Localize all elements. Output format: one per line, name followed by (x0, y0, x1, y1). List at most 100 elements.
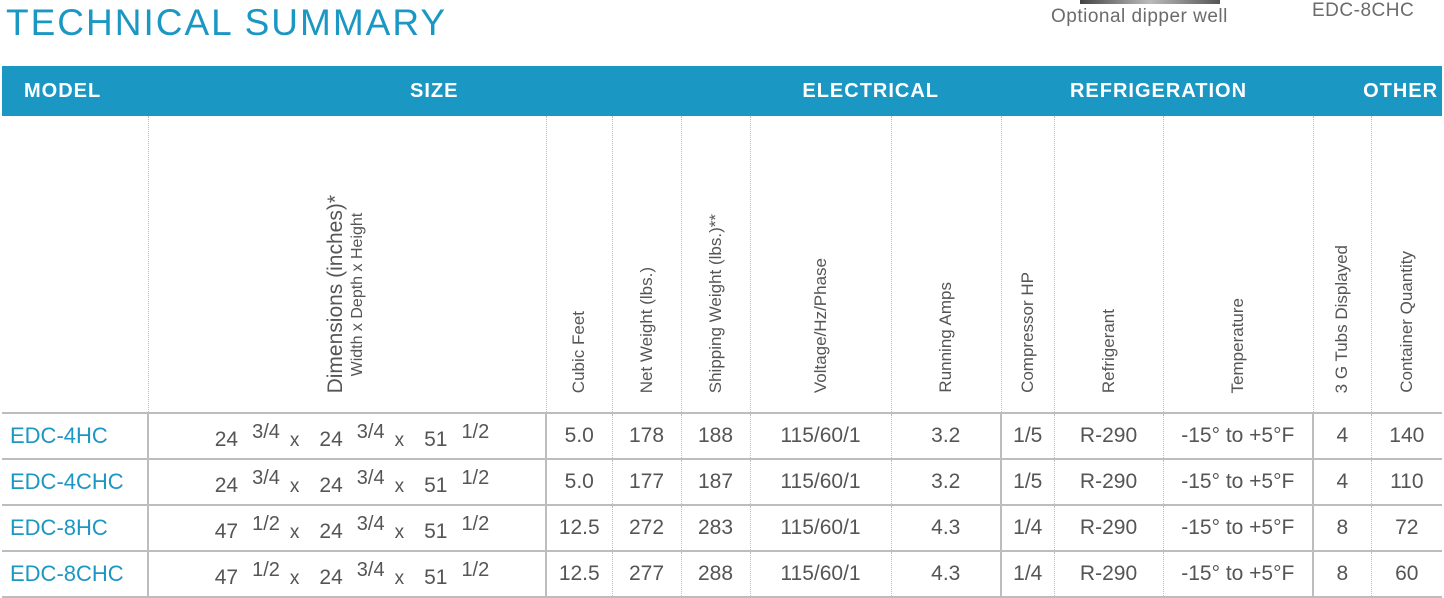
table-row: EDC-4HC 24 3/4 x 24 3/4 x 51 1/2 5.0 178 188 115/60/… (2, 413, 1443, 460)
dimensions-header: Dimensions (inches)* Width x Depth x Heig… (148, 116, 547, 414)
dim-depth-fraction: 3/4 (356, 512, 385, 535)
page-title: TECHNICAL SUMMARY (6, 2, 448, 43)
compressor-hp-header: Compressor HP (1001, 116, 1055, 414)
dim-width-fraction: 3/4 (252, 420, 280, 443)
model-cell: EDC-8CHC (2, 551, 149, 598)
dim-x: x (289, 475, 300, 497)
net-weight-cell: 178 (612, 413, 682, 460)
dim-depth: 24 (319, 519, 343, 543)
shipping-weight-header: Shipping Weight (lbs.)** (681, 116, 751, 414)
container-qty-cell: 110 (1371, 459, 1443, 506)
cubic-feet-header: Cubic Feet (546, 116, 613, 414)
dim-depth-fraction: 3/4 (356, 558, 385, 581)
dim-depth: 24 (319, 427, 343, 451)
dim-height-fraction: 1/2 (461, 512, 490, 535)
container-qty-cell: 72 (1371, 505, 1443, 552)
group-other: OTHER (1313, 66, 1443, 116)
temperature-cell: -15° to +5°F (1163, 551, 1315, 598)
voltage-cell: 115/60/1 (750, 413, 892, 460)
voltage-cell: 115/60/1 (750, 551, 892, 598)
group-size: SIZE (148, 66, 751, 116)
tubs-cell: 4 (1313, 413, 1372, 460)
shipping-weight-cell: 283 (681, 505, 751, 552)
net-weight-cell: 277 (612, 551, 682, 598)
net-weight-header: Net Weight (lbs.) (612, 116, 682, 414)
dimensions-cell: 24 3/4 x 24 3/4 x 51 1/2 (148, 413, 547, 460)
temperature-cell: -15° to +5°F (1163, 459, 1315, 506)
column-header-row: Dimensions (inches)* Width x Depth x Heig… (2, 116, 1443, 414)
dim-depth-fraction: 3/4 (356, 466, 385, 489)
dimensions-sublabel: Width x Depth x Height (349, 211, 366, 376)
running-amps-cell: 4.3 (891, 505, 1003, 552)
dim-height: 51 (424, 427, 448, 451)
temperature-cell: -15° to +5°F (1163, 505, 1315, 552)
dim-depth: 24 (319, 565, 343, 589)
dimensions-cell: 47 1/2 x 24 3/4 x 51 1/2 (148, 505, 547, 552)
dim-width: 24 (214, 473, 239, 497)
temperature-header: Temperature (1163, 116, 1314, 414)
dim-x: x (289, 567, 300, 589)
running-amps-header: Running Amps (891, 116, 1002, 414)
dim-width-fraction: 1/2 (252, 512, 280, 535)
cubic-feet-cell: 12.5 (546, 551, 613, 598)
dim-height-fraction: 1/2 (461, 558, 490, 581)
refrigerant-cell: R-290 (1054, 459, 1164, 506)
dim-width: 47 (214, 519, 239, 543)
shipping-weight-cell: 187 (681, 459, 751, 506)
cubic-feet-cell: 12.5 (546, 505, 613, 552)
dim-x: x (289, 429, 300, 451)
dimensions-cell: 47 1/2 x 24 3/4 x 51 1/2 (148, 551, 547, 598)
model-header-cell (2, 116, 149, 414)
dim-depth: 24 (319, 473, 343, 497)
dimensions-label: Dimensions (inches)* (324, 194, 347, 393)
voltage-header: Voltage/Hz/Phase (750, 116, 892, 414)
dim-x: x (394, 475, 405, 497)
dim-height: 51 (424, 565, 448, 589)
photo-caption-model: EDC-8CHC (1312, 0, 1415, 21)
dim-width-fraction: 3/4 (252, 466, 280, 489)
dim-width: 24 (214, 427, 239, 451)
dim-width: 47 (214, 565, 239, 589)
tubs-header: 3 G Tubs Displayed (1313, 116, 1372, 414)
container-qty-cell: 60 (1371, 551, 1443, 598)
dim-width-fraction: 1/2 (252, 558, 280, 581)
product-photo-fragment (1080, 0, 1220, 4)
compressor-hp-cell: 1/4 (1001, 551, 1055, 598)
table-row: EDC-8CHC 47 1/2 x 24 3/4 x 51 1/2 12.5 277 288 115/6… (2, 551, 1443, 598)
table-row: EDC-4CHC 24 3/4 x 24 3/4 x 51 1/2 5.0 177 187 115/60… (2, 459, 1443, 506)
tubs-cell: 8 (1313, 551, 1372, 598)
shipping-weight-cell: 188 (681, 413, 751, 460)
group-electrical: ELECTRICAL (750, 66, 1002, 116)
shipping-weight-cell: 288 (681, 551, 751, 598)
running-amps-cell: 3.2 (891, 459, 1003, 506)
dim-x: x (394, 429, 405, 451)
compressor-hp-cell: 1/5 (1001, 413, 1055, 460)
group-header-row: MODEL SIZE ELECTRICAL REFRIGERATION OTHE… (2, 66, 1443, 116)
tubs-cell: 4 (1313, 459, 1372, 506)
net-weight-cell: 272 (612, 505, 682, 552)
running-amps-cell: 3.2 (891, 413, 1003, 460)
dim-x: x (394, 521, 405, 543)
refrigerant-cell: R-290 (1054, 505, 1164, 552)
container-qty-header: Container Quantity (1371, 116, 1443, 414)
model-cell: EDC-4HC (2, 413, 149, 460)
table-row: EDC-8HC 47 1/2 x 24 3/4 x 51 1/2 12.5 272 283 115/60… (2, 505, 1443, 552)
dim-x: x (394, 567, 405, 589)
refrigerant-cell: R-290 (1054, 413, 1164, 460)
tubs-cell: 8 (1313, 505, 1372, 552)
dim-x: x (289, 521, 300, 543)
container-qty-cell: 140 (1371, 413, 1443, 460)
running-amps-cell: 4.3 (891, 551, 1003, 598)
technical-summary-table: MODEL SIZE ELECTRICAL REFRIGERATION OTHE… (2, 66, 1443, 598)
voltage-cell: 115/60/1 (750, 505, 892, 552)
dim-height-fraction: 1/2 (461, 466, 490, 489)
dimensions-cell: 24 3/4 x 24 3/4 x 51 1/2 (148, 459, 547, 506)
refrigerant-cell: R-290 (1054, 551, 1164, 598)
group-model: MODEL (2, 66, 148, 116)
refrigerant-header: Refrigerant (1054, 116, 1164, 414)
temperature-cell: -15° to +5°F (1163, 413, 1315, 460)
dim-height: 51 (424, 519, 448, 543)
photo-caption-dipper-well: Optional dipper well (1051, 6, 1228, 27)
group-refrigeration: REFRIGERATION (1001, 66, 1314, 116)
dim-depth-fraction: 3/4 (356, 420, 385, 443)
